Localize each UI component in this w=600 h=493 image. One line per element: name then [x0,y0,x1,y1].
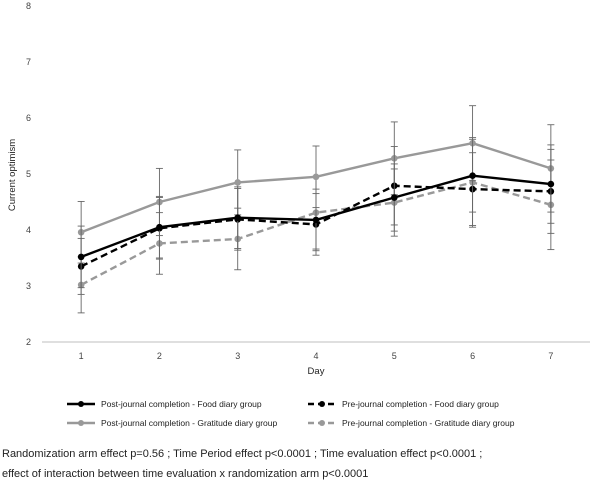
legend-label: Post-journal completion - Gratitude diar… [101,418,277,428]
x-tick-label: 7 [548,351,553,361]
caption-line-1: Randomization arm effect p=0.56 ; Time P… [2,448,483,460]
legend-label: Pre-journal completion - Food diary grou… [342,399,499,409]
x-tick-label: 4 [313,351,318,361]
x-tick-label: 6 [470,351,475,361]
axes: 2 3 4 5 6 7 8 1 2 3 4 5 6 7 [26,1,590,361]
legend: Post-journal completion - Food diary gro… [67,399,515,428]
legend-swatch-marker [78,401,84,407]
y-tick-label: 8 [26,1,31,11]
x-tick-label: 1 [79,351,84,361]
y-tick-label: 4 [26,225,31,235]
data-point [469,172,476,179]
y-tick-label: 7 [26,57,31,67]
x-tick-label: 5 [392,351,397,361]
line-chart: 2 3 4 5 6 7 8 1 2 3 4 5 6 7 Day Current optimism Post… [7,1,590,428]
legend-item-3: Post-journal completion - Gratitude diar… [67,418,277,428]
legend-label: Post-journal completion - Food diary gro… [101,399,262,409]
data-point [77,253,85,261]
y-axis-title: Current optimism [7,139,18,211]
x-tick-label: 3 [235,351,240,361]
legend-swatch-marker [319,420,325,426]
y-tick-label: 3 [26,281,31,291]
y-tick-label: 6 [26,113,31,123]
data-point [390,194,398,201]
statistics-caption: Randomization arm effect p=0.56 ; Time P… [2,444,598,484]
legend-label: Pre-journal completion - Gratitude diary… [342,418,515,428]
data-point [312,216,320,224]
data-point [156,223,163,231]
legend-item-1: Post-journal completion - Food diary gro… [67,399,262,409]
legend-swatch-marker [78,420,84,426]
legend-item-2: Pre-journal completion - Food diary grou… [308,399,499,409]
legend-swatch-marker [319,401,325,407]
y-tick-label: 2 [26,337,31,347]
x-tick-label: 2 [157,351,162,361]
data-point [234,179,242,186]
caption-line-2: effect of interaction between time evalu… [2,468,369,480]
data-point [547,180,555,188]
data-point [312,173,320,181]
legend-item-4: Pre-journal completion - Gratitude diary… [308,418,515,428]
x-axis-title: Day [308,366,325,377]
data-point [234,214,242,221]
series-1 [77,138,555,289]
series-layer [77,105,555,314]
y-tick-label: 5 [26,169,31,179]
